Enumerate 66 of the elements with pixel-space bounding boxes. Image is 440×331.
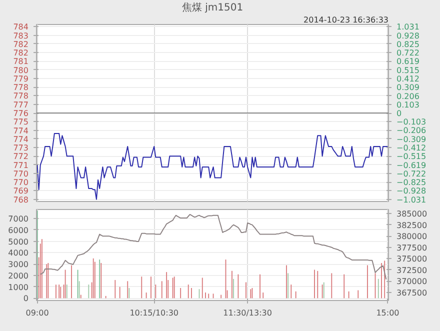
y-tick-label: 777 bbox=[13, 100, 29, 110]
line-series bbox=[40, 214, 387, 280]
y2-tick-label: 367500 bbox=[396, 288, 428, 298]
y-tick-label: 773 bbox=[13, 144, 29, 153]
annotation: 2014-10-23 16:36:33 bbox=[304, 16, 389, 24]
y-tick-label: 4000 bbox=[8, 248, 28, 258]
y2-tick-label: 377500 bbox=[396, 243, 428, 252]
y2-tick-label: −0.515 bbox=[396, 152, 426, 162]
y-tick-label: 784 bbox=[13, 22, 29, 32]
y2-tick-label: −0.928 bbox=[396, 186, 426, 196]
y-tick-label: 6000 bbox=[8, 226, 28, 235]
y2-tick-label: −0.619 bbox=[396, 160, 426, 170]
y-tick-label: 780 bbox=[13, 66, 29, 75]
y-tick-label: 778 bbox=[13, 83, 29, 92]
y-tick-label: 769 bbox=[13, 186, 29, 196]
y2-tick-label: 380000 bbox=[396, 232, 428, 242]
y-tick-label: 3000 bbox=[8, 260, 28, 270]
y-tick-label: 2000 bbox=[8, 271, 28, 280]
y2-tick-label: 0.619 bbox=[396, 57, 420, 66]
y-tick-label: 782 bbox=[13, 48, 29, 58]
y-tick-label: 1000 bbox=[8, 282, 28, 292]
line-series bbox=[36, 133, 388, 200]
y2-tick-label: 1.031 bbox=[396, 22, 420, 32]
chart-title: 焦煤 jm1501 bbox=[182, 2, 244, 14]
y2-tick-label: 385000 bbox=[396, 210, 428, 219]
y-tick-label: 774 bbox=[13, 126, 29, 136]
y-tick-label: 783 bbox=[13, 31, 29, 40]
y2-tick-label: 382500 bbox=[396, 220, 428, 230]
y2-tick-label: 0.722 bbox=[396, 48, 420, 58]
x-tick-label: 09:00 bbox=[26, 308, 49, 318]
y-tick-label: 7000 bbox=[8, 214, 28, 224]
y2-tick-label: 0.206 bbox=[396, 92, 420, 101]
y2-tick-label: 0.412 bbox=[396, 74, 420, 84]
y2-tick-label: 0.309 bbox=[396, 83, 420, 92]
y-tick-label: 772 bbox=[13, 152, 29, 162]
y2-tick-label: 375000 bbox=[396, 254, 428, 264]
y2-tick-label: 0 bbox=[396, 109, 402, 118]
x-tick-label: 15:00 bbox=[376, 308, 400, 318]
y2-tick-label: 0.515 bbox=[396, 66, 420, 75]
y-tick-label: 0 bbox=[23, 294, 29, 304]
y-tick-label: 775 bbox=[13, 118, 29, 127]
y-tick-label: 768 bbox=[13, 195, 29, 204]
y2-tick-label: 0.825 bbox=[396, 40, 420, 49]
y2-tick-label: 0.928 bbox=[396, 31, 420, 40]
y-tick-label: 778 bbox=[13, 92, 29, 101]
y-tick-label: 771 bbox=[13, 160, 29, 170]
y2-tick-label: −0.825 bbox=[396, 178, 426, 188]
y2-tick-label: −0.309 bbox=[396, 134, 426, 144]
y-tick-label: 782 bbox=[13, 40, 29, 49]
y-tick-label: 774 bbox=[13, 134, 29, 144]
y2-tick-label: 372500 bbox=[396, 266, 428, 275]
x-tick-label: 10:15/10:30 bbox=[130, 308, 179, 318]
y2-tick-label: 370000 bbox=[396, 277, 428, 286]
y2-tick-label: −1.031 bbox=[396, 195, 426, 204]
y-tick-label: 770 bbox=[13, 169, 29, 178]
y2-tick-label: −0.103 bbox=[396, 118, 426, 127]
y-tick-label: 770 bbox=[13, 178, 29, 188]
y-tick-label: 776 bbox=[13, 109, 29, 118]
y-tick-label: 5000 bbox=[8, 237, 28, 246]
y2-tick-label: −0.412 bbox=[396, 143, 426, 152]
x-tick-label: 11:30/13:30 bbox=[223, 308, 272, 318]
y2-tick-label: −0.722 bbox=[396, 169, 426, 178]
y-tick-label: 781 bbox=[13, 57, 29, 66]
y2-tick-label: −0.206 bbox=[396, 126, 426, 136]
y2-tick-label: 0.103 bbox=[396, 100, 420, 110]
y-tick-label: 779 bbox=[13, 74, 29, 84]
